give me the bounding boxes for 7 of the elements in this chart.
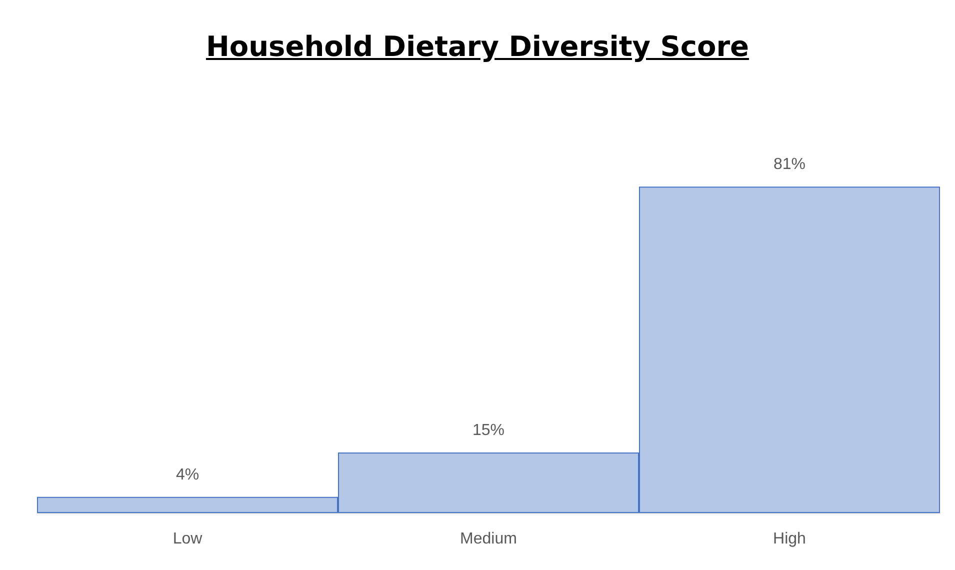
data-label: 15%: [472, 422, 505, 440]
data-label: 4%: [176, 466, 200, 484]
x-tick-label: High: [773, 530, 806, 548]
x-tick-label: Medium: [460, 530, 517, 548]
data-label: 81%: [773, 156, 806, 174]
x-tick-label: Low: [172, 530, 203, 548]
chart-title: Household Dietary Diversity Score: [204, 30, 750, 63]
